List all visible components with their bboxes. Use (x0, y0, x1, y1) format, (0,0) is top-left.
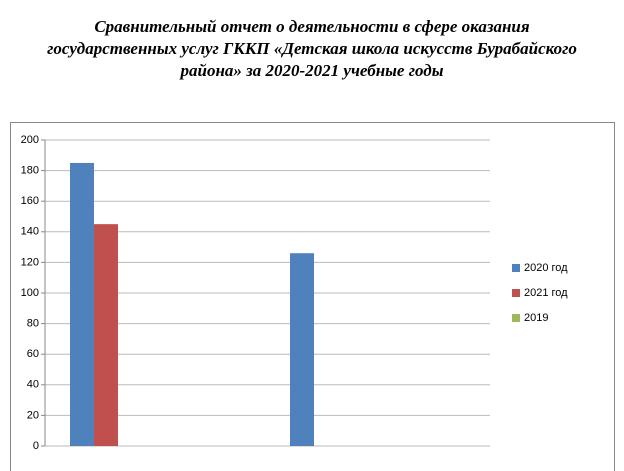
y-tick-label: 120 (21, 256, 39, 268)
y-tick-label: 160 (21, 195, 39, 207)
bar (94, 224, 118, 446)
legend-swatch (512, 264, 520, 272)
y-tick-label: 0 (33, 440, 39, 452)
y-tick-label: 200 (21, 134, 39, 146)
y-tick-label: 40 (27, 379, 39, 391)
title-line: Сравнительный отчет о деятельности в сфе… (94, 17, 530, 36)
title-line: района» за 2020-2021 учебные годы (180, 61, 444, 80)
y-tick-label: 180 (21, 165, 39, 177)
chart-frame (10, 122, 615, 471)
legend-label: 2020 год (524, 262, 568, 274)
y-tick-label: 100 (21, 287, 39, 299)
y-tick-label: 60 (27, 348, 39, 360)
y-tick-label: 140 (21, 226, 39, 238)
y-tick-label: 80 (27, 318, 39, 330)
title-line: государственных услуг ГККП «Детская школ… (47, 39, 577, 58)
legend-swatch (512, 289, 520, 297)
legend-label: 2021 год (524, 287, 568, 299)
bar (70, 162, 94, 446)
chart-title: Сравнительный отчет о деятельности в сфе… (0, 16, 624, 82)
y-tick-label: 20 (27, 409, 39, 421)
legend-label: 2019 (524, 312, 548, 324)
bar (290, 253, 314, 446)
legend-swatch (512, 314, 520, 322)
